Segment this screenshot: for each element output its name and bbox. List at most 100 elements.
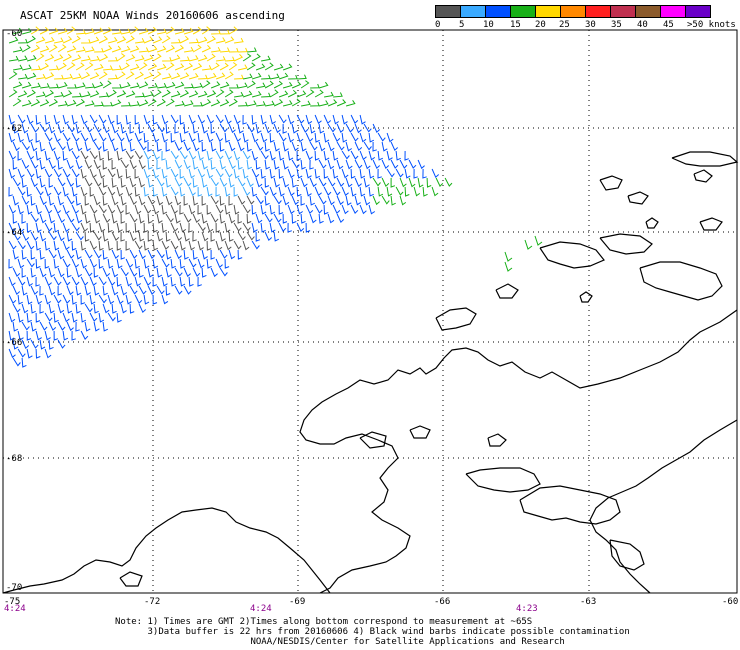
wind-barb: [246, 195, 255, 205]
wind-barb: [125, 276, 132, 287]
wind-barb: [372, 123, 381, 134]
wind-barb: [8, 348, 16, 359]
wind-barb: [120, 62, 130, 71]
wind-barb: [228, 62, 238, 71]
wind-barb: [156, 63, 167, 71]
wind-barb: [125, 222, 131, 233]
wind-barb: [80, 276, 89, 286]
wind-barb: [336, 195, 344, 206]
wind-barb: [310, 83, 320, 89]
wind-barb: [341, 150, 350, 160]
wind-barb: [44, 54, 55, 62]
wind-barb: [35, 91, 46, 98]
wind-barb: [8, 150, 17, 161]
wind-barb: [332, 114, 339, 125]
wind-barb: [152, 53, 162, 62]
wind-barb: [84, 267, 93, 277]
wind-barb: [76, 29, 86, 35]
wind-barb: [98, 132, 107, 142]
wind-barb: [12, 46, 23, 53]
wind-barb: [206, 90, 217, 98]
wind-barb: [62, 294, 71, 304]
wind-barb: [336, 213, 345, 224]
wind-barb: [26, 55, 37, 62]
wind-barb: [246, 159, 253, 170]
lon-label: -66: [434, 597, 450, 607]
wind-barb: [62, 53, 72, 62]
wind-barb: [354, 195, 361, 206]
wind-barb: [116, 276, 122, 287]
wind-barb: [66, 285, 74, 296]
wind-barb: [134, 169, 140, 179]
legend-label: 30: [585, 20, 596, 30]
wind-barb: [255, 159, 261, 170]
wind-barb: [188, 204, 196, 215]
wind-barb: [12, 213, 18, 224]
wind-barb: [156, 195, 164, 206]
wind-barb: [93, 321, 100, 332]
wind-barb: [12, 81, 23, 89]
wind-barb: [134, 150, 143, 160]
wind-barb: [53, 222, 60, 233]
wind-barb: [44, 312, 53, 322]
wind-barb: [89, 114, 98, 124]
wind-barb: [39, 339, 46, 350]
wind-barb: [228, 123, 236, 134]
wind-barb: [188, 132, 196, 143]
wind-barb: [99, 92, 109, 98]
wind-barb: [116, 150, 123, 161]
wind-barb: [228, 249, 236, 260]
wind-barb: [192, 44, 202, 53]
wind-barb: [246, 62, 256, 71]
wind-barb: [228, 98, 238, 107]
wind-barb: [111, 141, 119, 152]
wind-barb: [305, 204, 314, 215]
wind-barb: [138, 141, 147, 151]
wind-barb: [174, 28, 185, 35]
wind-barb: [89, 312, 98, 322]
wind-barb: [98, 294, 107, 304]
wind-barb: [21, 267, 27, 278]
wind-barb: [413, 186, 421, 197]
wind-barb: [201, 267, 207, 278]
wind-barb: [534, 235, 543, 246]
legend-swatch: [535, 5, 561, 18]
wind-barb: [21, 28, 32, 35]
wind-barb: [237, 177, 246, 187]
wind-barb: [125, 150, 134, 160]
wind-barb: [309, 141, 318, 151]
wind-barb: [210, 159, 216, 170]
wind-barb: [242, 168, 249, 179]
wind-barb: [170, 240, 179, 250]
wind-barb: [31, 82, 41, 89]
wind-barb: [197, 90, 208, 98]
wind-barb: [129, 124, 135, 134]
wind-barb: [57, 195, 64, 206]
wind-barb: [147, 159, 153, 170]
wind-barb: [129, 303, 135, 314]
wind-barb: [246, 231, 255, 241]
wind-barb: [134, 240, 143, 250]
wind-barb: [102, 285, 108, 296]
wind-barb: [192, 159, 199, 170]
wind-barb: [350, 204, 359, 214]
wind-barb: [107, 222, 113, 233]
wind-barb: [66, 213, 75, 223]
wind-barb: [143, 240, 150, 251]
wind-barb: [261, 74, 271, 80]
wind-barb: [224, 240, 232, 251]
legend-label: 45: [663, 20, 674, 30]
wind-barb: [201, 159, 208, 170]
wind-barb: [233, 150, 241, 161]
wind-barb: [251, 132, 259, 143]
wind-barb: [314, 132, 320, 143]
wind-barb: [260, 150, 269, 160]
wind-barb: [98, 276, 107, 286]
wind-barb: [71, 330, 76, 341]
wind-barb: [210, 81, 221, 89]
wind-barb: [354, 177, 362, 188]
wind-barb: [26, 240, 35, 250]
wind-barb: [40, 83, 50, 89]
wind-barb: [111, 231, 120, 241]
wind-barb: [197, 222, 206, 232]
